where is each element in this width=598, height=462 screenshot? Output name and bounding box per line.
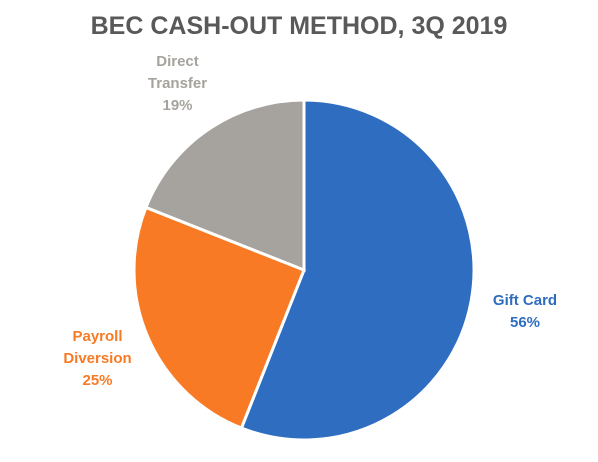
category-label: Direct Transfer xyxy=(147,52,208,92)
chart-title: BEC CASH-OUT METHOD, 3Q 2019 xyxy=(90,12,508,40)
slice-label: Gift Card 56% xyxy=(483,290,567,334)
slice-label: Payroll Diversion 25% xyxy=(56,326,140,392)
value-label: 25% xyxy=(82,372,113,390)
pie-slice xyxy=(239,98,476,442)
pie-slice xyxy=(143,98,306,273)
pie-slice xyxy=(132,205,306,431)
category-label: Payroll Diversion xyxy=(63,328,132,368)
value-label: 56% xyxy=(509,314,541,332)
category-label: Gift Card xyxy=(492,292,558,310)
slice-label: Direct Transfer 19% xyxy=(136,51,220,117)
value-label: 19% xyxy=(162,96,193,114)
